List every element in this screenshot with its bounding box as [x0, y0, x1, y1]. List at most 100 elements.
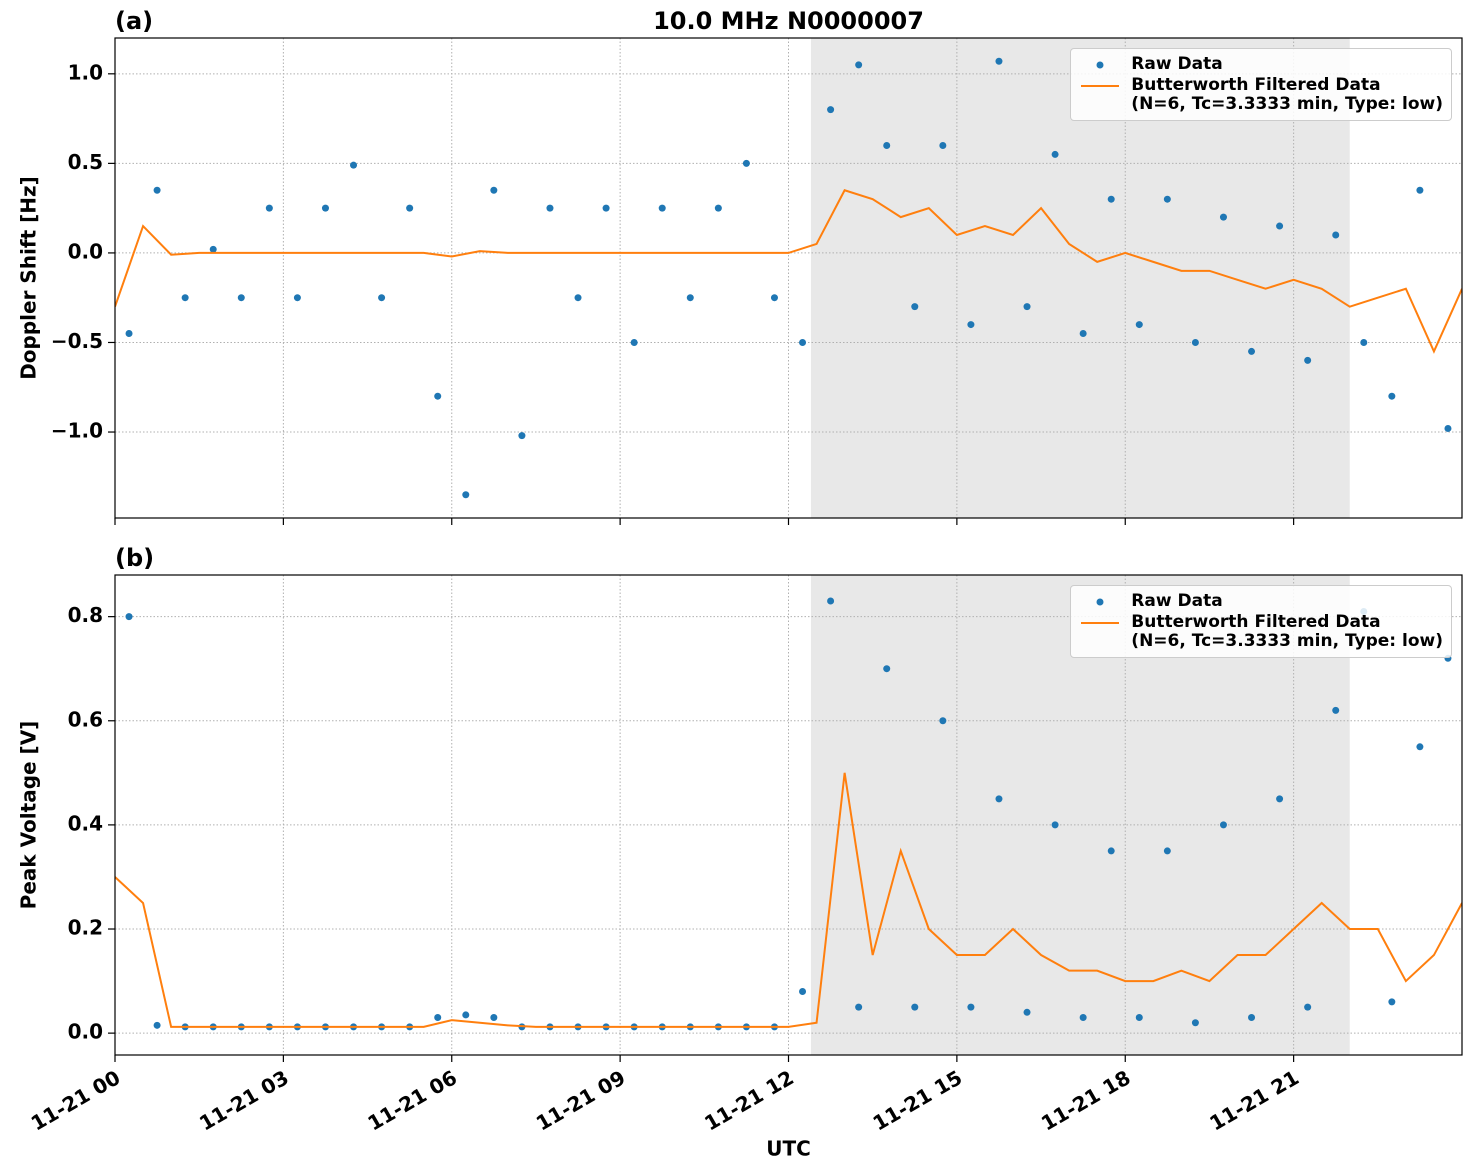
panel-label: (a)	[115, 7, 153, 35]
x-tick-label: 11-21 06	[363, 1065, 461, 1135]
raw-point	[321, 204, 329, 212]
raw-point	[462, 491, 470, 499]
raw-point	[350, 161, 358, 169]
x-tick-label: 11-21 03	[195, 1065, 293, 1135]
y-tick-label: 0.0	[68, 239, 103, 263]
raw-point	[546, 204, 554, 212]
raw-point	[686, 294, 694, 302]
legend-marker	[1096, 598, 1104, 606]
raw-point	[967, 321, 975, 329]
raw-point	[293, 294, 301, 302]
raw-point	[799, 987, 807, 995]
legend-swatch	[1096, 61, 1104, 69]
legend-key	[1079, 613, 1121, 632]
legend-key	[1079, 592, 1121, 611]
raw-point	[125, 613, 133, 621]
raw-point	[490, 186, 498, 194]
raw-point	[1219, 821, 1227, 829]
raw-point	[406, 204, 414, 212]
legend-key	[1079, 76, 1121, 95]
raw-point	[1248, 1014, 1256, 1022]
raw-point	[1332, 231, 1340, 239]
panel-label: (b)	[115, 544, 154, 572]
raw-point	[1304, 1003, 1312, 1011]
raw-point	[1051, 821, 1059, 829]
raw-point	[1023, 303, 1031, 311]
raw-point	[883, 665, 891, 673]
raw-point	[1191, 1019, 1199, 1027]
raw-point	[939, 141, 947, 149]
x-tick-label: 11-21 21	[1205, 1065, 1303, 1135]
raw-point	[1276, 795, 1284, 803]
raw-point	[1416, 743, 1424, 751]
raw-point	[1332, 706, 1340, 714]
raw-point	[714, 204, 722, 212]
raw-point	[265, 204, 273, 212]
raw-point	[883, 141, 891, 149]
raw-point	[181, 294, 189, 302]
raw-point	[574, 294, 582, 302]
raw-point	[237, 294, 245, 302]
raw-point	[799, 338, 807, 346]
y-tick-label: 0.2	[68, 916, 103, 940]
legend-swatch	[1096, 598, 1104, 606]
raw-point	[911, 303, 919, 311]
raw-point	[1107, 195, 1115, 203]
legend-key	[1079, 55, 1121, 74]
raw-point	[995, 57, 1003, 65]
raw-point	[827, 106, 835, 114]
raw-point	[1163, 847, 1171, 855]
y-tick-label: 0.0	[68, 1020, 103, 1044]
legend-entry: Raw Data	[1079, 55, 1443, 74]
raw-point	[742, 159, 750, 167]
x-tick-label: 11-21 12	[700, 1065, 798, 1135]
x-tick-label: 11-21 00	[27, 1065, 125, 1135]
legend: Raw Data Butterworth Filtered Data (N=6, …	[1070, 585, 1452, 658]
y-axis-label: Doppler Shift [Hz]	[17, 176, 41, 380]
legend-swatch	[1081, 85, 1120, 87]
filtered-line	[115, 189, 1462, 354]
raw-point	[911, 1003, 919, 1011]
y-tick-label: −1.0	[51, 419, 103, 443]
raw-point	[1079, 1014, 1087, 1022]
raw-point	[1388, 392, 1396, 400]
raw-point	[1248, 347, 1256, 355]
raw-point	[1360, 338, 1368, 346]
raw-point	[125, 330, 133, 338]
raw-point	[434, 1014, 442, 1022]
raw-point	[1416, 186, 1424, 194]
axes-frame	[114, 37, 1463, 519]
raw-point	[1135, 321, 1143, 329]
y-axis-label: Peak Voltage [V]	[17, 721, 41, 910]
raw-point	[1163, 195, 1171, 203]
y-tick-label: 1.0	[68, 60, 103, 84]
raw-point	[1023, 1008, 1031, 1016]
x-tick-label: 11-21 18	[1037, 1065, 1135, 1135]
plot-series	[115, 57, 1462, 499]
y-tick-label: 0.6	[68, 707, 103, 731]
legend-entry: Raw Data	[1079, 592, 1443, 611]
legend-text: Butterworth Filtered Data (N=6, Tc=3.333…	[1131, 75, 1443, 114]
raw-point	[209, 245, 217, 253]
raw-point	[518, 432, 526, 440]
raw-point	[995, 795, 1003, 803]
raw-point	[1444, 424, 1452, 432]
legend-text: Raw Data	[1131, 54, 1223, 74]
legend-entry: Butterworth Filtered Data (N=6, Tc=3.333…	[1079, 76, 1443, 114]
axes-frame	[114, 574, 1463, 1056]
x-axis-label: UTC	[766, 1137, 811, 1161]
raw-point	[153, 186, 161, 194]
raw-point	[770, 294, 778, 302]
filtered-line	[115, 772, 1462, 1028]
y-tick-label: 0.5	[68, 150, 103, 174]
raw-point	[434, 392, 442, 400]
raw-point	[1079, 330, 1087, 338]
raw-point	[855, 1003, 863, 1011]
legend-text: Butterworth Filtered Data (N=6, Tc=3.333…	[1131, 612, 1443, 651]
raw-point	[1135, 1014, 1143, 1022]
legend: Raw Data Butterworth Filtered Data (N=6, …	[1070, 48, 1452, 121]
raw-point	[1191, 338, 1199, 346]
raw-point	[827, 597, 835, 605]
raw-point	[1107, 847, 1115, 855]
y-tick-label: −0.5	[51, 329, 103, 353]
